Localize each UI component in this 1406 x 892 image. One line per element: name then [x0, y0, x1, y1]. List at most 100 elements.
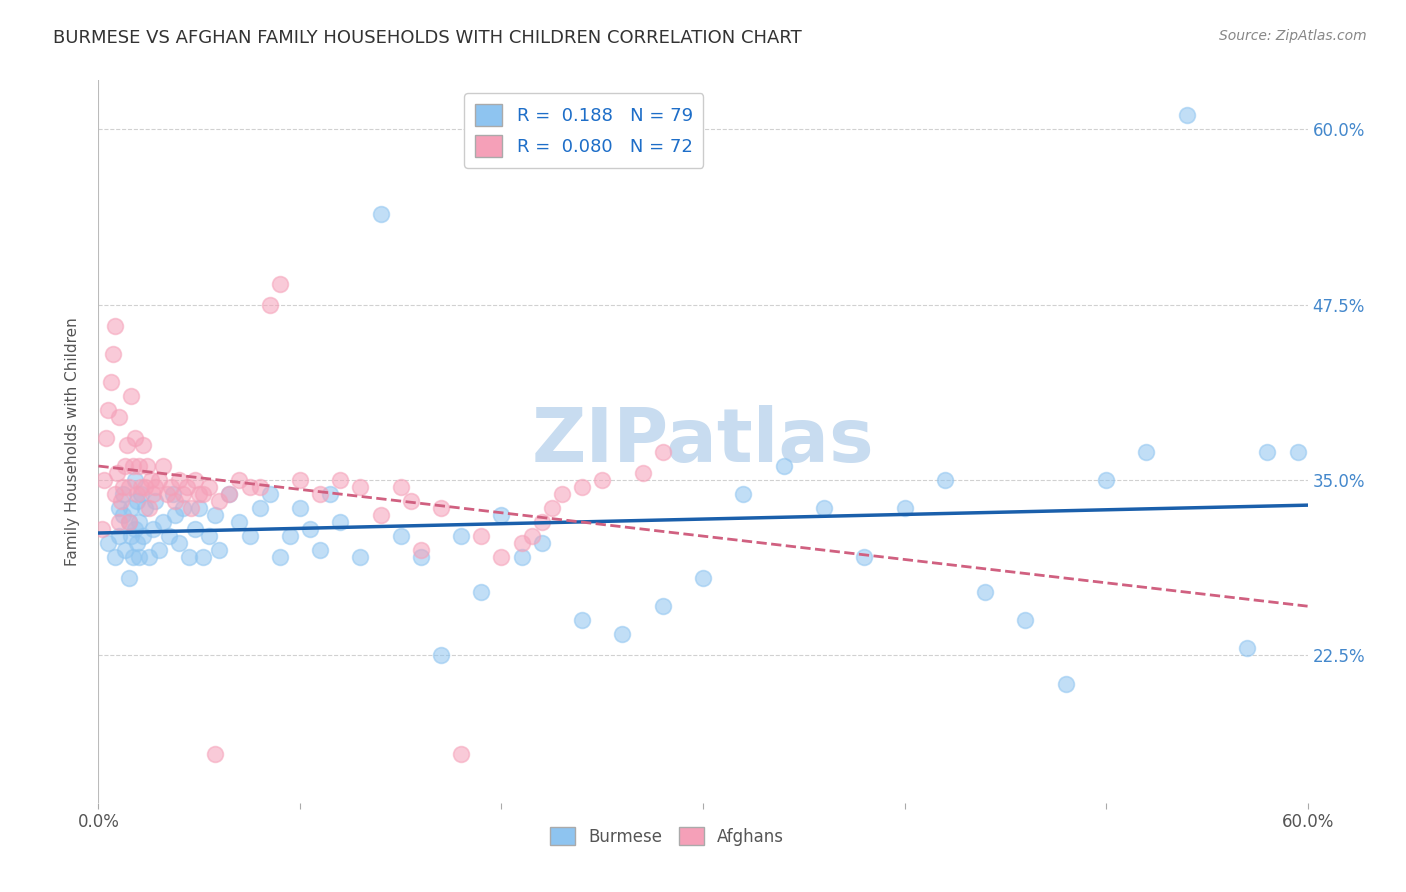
Point — [125, 536, 148, 550]
Point — [329, 473, 352, 487]
Point — [96, 431, 118, 445]
Point — [450, 747, 472, 761]
Point — [198, 480, 221, 494]
Point — [349, 480, 371, 494]
Point — [193, 550, 215, 565]
Point — [107, 501, 129, 516]
Point — [125, 494, 148, 508]
Point — [184, 522, 207, 536]
Point — [111, 508, 134, 523]
Point — [132, 438, 155, 452]
Text: BURMESE VS AFGHAN FAMILY HOUSEHOLDS WITH CHILDREN CORRELATION CHART: BURMESE VS AFGHAN FAMILY HOUSEHOLDS WITH… — [53, 29, 803, 46]
Point — [278, 529, 301, 543]
Point — [121, 459, 143, 474]
Point — [651, 445, 673, 459]
Point — [156, 487, 179, 501]
Point — [188, 487, 211, 501]
Point — [470, 585, 492, 599]
Point — [299, 522, 322, 536]
Point — [120, 529, 142, 543]
Point — [1135, 445, 1157, 459]
Point — [239, 529, 262, 543]
Point — [540, 501, 562, 516]
Point — [204, 508, 226, 523]
Point — [142, 522, 165, 536]
Point — [157, 529, 180, 543]
Point — [239, 480, 262, 494]
Point — [148, 473, 170, 487]
Point — [118, 571, 141, 585]
Point — [100, 375, 122, 389]
Point — [184, 473, 207, 487]
Point — [110, 494, 132, 508]
Point — [129, 487, 152, 501]
Point — [167, 536, 190, 550]
Legend: Burmese, Afghans: Burmese, Afghans — [543, 821, 790, 852]
Point — [430, 648, 453, 663]
Point — [124, 473, 146, 487]
Point — [249, 480, 271, 494]
Point — [115, 438, 138, 452]
Text: Source: ZipAtlas.com: Source: ZipAtlas.com — [1219, 29, 1367, 43]
Point — [180, 501, 202, 516]
Point — [651, 599, 673, 614]
Point — [193, 487, 215, 501]
Point — [138, 501, 160, 516]
Point — [551, 487, 574, 501]
Point — [319, 487, 342, 501]
Point — [148, 543, 170, 558]
Point — [470, 529, 492, 543]
Point — [249, 501, 271, 516]
Point — [188, 501, 211, 516]
Point — [120, 389, 142, 403]
Point — [152, 459, 174, 474]
Point — [118, 515, 141, 529]
Point — [124, 522, 146, 536]
Point — [530, 536, 553, 550]
Point — [124, 431, 146, 445]
Point — [176, 480, 198, 494]
Point — [135, 459, 157, 474]
Point — [309, 487, 332, 501]
Point — [103, 487, 125, 501]
Point — [114, 459, 136, 474]
Point — [409, 543, 432, 558]
Point — [571, 614, 593, 628]
Point — [288, 473, 311, 487]
Point — [101, 347, 124, 361]
Point — [259, 298, 281, 312]
Y-axis label: Family Households with Children: Family Households with Children — [65, 318, 80, 566]
Point — [813, 501, 835, 516]
Point — [107, 529, 129, 543]
Point — [510, 550, 533, 565]
Point — [893, 501, 915, 516]
Point — [510, 536, 533, 550]
Point — [179, 550, 201, 565]
Point — [399, 494, 422, 508]
Point — [163, 494, 186, 508]
Point — [571, 480, 593, 494]
Point — [450, 529, 472, 543]
Point — [409, 550, 432, 565]
Point — [259, 487, 281, 501]
Point — [128, 459, 150, 474]
Point — [160, 480, 183, 494]
Point — [134, 501, 156, 516]
Point — [132, 529, 155, 543]
Point — [853, 550, 876, 565]
Point — [142, 487, 165, 501]
Point — [591, 473, 613, 487]
Point — [208, 543, 231, 558]
Point — [288, 501, 311, 516]
Point — [491, 508, 513, 523]
Point — [430, 501, 453, 516]
Point — [152, 515, 174, 529]
Point — [128, 550, 150, 565]
Point — [733, 487, 755, 501]
Point — [370, 206, 392, 220]
Point — [128, 515, 150, 529]
Point — [218, 487, 240, 501]
Point — [107, 409, 129, 424]
Point — [218, 487, 240, 501]
Point — [1236, 641, 1258, 656]
